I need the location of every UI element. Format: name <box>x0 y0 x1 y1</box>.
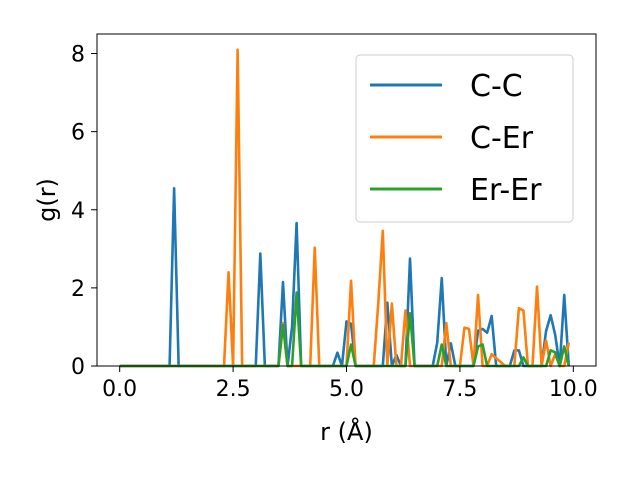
legend-label-er-er: Er-Er <box>470 173 542 208</box>
x-tick-label: 7.5 <box>442 377 477 402</box>
x-axis-label: r (Å) <box>320 417 373 446</box>
x-tick-label: 10.0 <box>549 377 598 402</box>
y-axis-label: g(r) <box>33 178 61 222</box>
y-tick-label: 6 <box>71 121 85 146</box>
x-tick-label: 2.5 <box>216 377 251 402</box>
x-tick-label: 5.0 <box>329 377 364 402</box>
y-tick-label: 8 <box>71 43 85 68</box>
y-tick-label: 4 <box>71 199 85 224</box>
x-axis: 0.0 2.5 5.0 7.5 10.0 <box>102 366 598 402</box>
legend-label-c-er: C-Er <box>470 121 534 156</box>
y-tick-label: 2 <box>71 277 85 302</box>
legend-label-c-c: C-C <box>470 69 523 104</box>
legend-box <box>355 54 574 223</box>
y-tick-label: 0 <box>71 355 85 380</box>
y-axis: 0 2 4 6 8 <box>71 43 97 380</box>
legend: C-C C-Er Er-Er <box>355 54 574 223</box>
x-tick-label: 0.0 <box>102 377 137 402</box>
